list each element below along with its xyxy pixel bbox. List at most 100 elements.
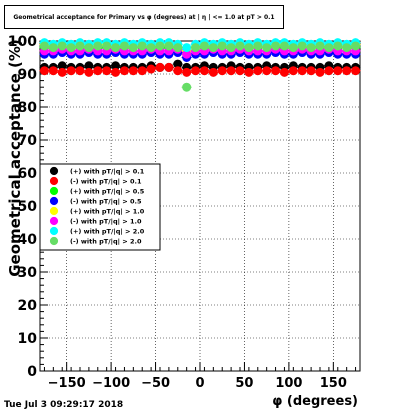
data-point [48, 43, 58, 53]
data-point [111, 67, 121, 77]
data-point [324, 43, 334, 53]
data-point [191, 66, 201, 76]
x-tick-label: 50 [235, 376, 253, 391]
data-point [279, 41, 289, 51]
y-tick-label: 30 [18, 265, 38, 281]
data-point [306, 43, 316, 53]
legend-label: (+) with pT/|q| > 1.0 [70, 208, 145, 217]
x-tick-label: 150 [320, 376, 347, 391]
data-point [111, 43, 121, 53]
data-point [271, 66, 281, 76]
data-point [128, 43, 138, 53]
data-point [244, 67, 254, 77]
data-point [182, 67, 192, 77]
data-point [333, 66, 343, 76]
data-point [119, 66, 129, 76]
legend-label: (+) with pT/|q| > 0.5 [70, 188, 145, 197]
data-point [297, 41, 307, 51]
legend-entry: (+) with pT/|q| > 1.0 [49, 206, 145, 217]
legend-marker [49, 206, 59, 216]
title-box: Geometrical acceptance for Primary vs φ … [4, 5, 284, 29]
y-tick-label: 0 [27, 364, 37, 380]
data-point [315, 41, 325, 51]
data-point [271, 41, 281, 51]
y-tick-label: 60 [18, 166, 38, 182]
data-point [306, 66, 316, 76]
data-point [217, 66, 227, 76]
y-tick-label: 50 [18, 199, 38, 215]
chart-title: Geometrical acceptance for Primary vs φ … [13, 14, 275, 21]
series-8 [39, 41, 361, 92]
data-point [57, 67, 67, 77]
legend-entry: (+) with pT/|q| > 0.1 [49, 166, 145, 177]
legend-entry: (-) with pT/|q| > 0.1 [49, 176, 142, 187]
data-point [253, 41, 263, 51]
data-point [297, 66, 307, 76]
legend: (+) with pT/|q| > 0.1(-) with pT/|q| > 0… [39, 163, 161, 251]
timestamp: Tue Jul 3 09:29:17 2018 [4, 400, 124, 410]
data-point [173, 66, 183, 76]
legend-marker [49, 226, 59, 236]
data-point [164, 62, 174, 72]
data-point [137, 41, 147, 51]
data-point [155, 41, 165, 51]
data-point [342, 66, 352, 76]
data-point [39, 66, 49, 76]
data-point [66, 43, 76, 53]
data-point [351, 41, 361, 51]
y-tick-label: 10 [18, 331, 38, 347]
data-point [93, 41, 103, 51]
x-axis-label: φ (degrees) [272, 394, 358, 409]
data-point [208, 67, 218, 77]
series-2 [39, 62, 361, 77]
axis-ticks: 0 10 20 30 40 50 60 70 80 90 100 −150 −100 −50 0 50 100 1… [8, 34, 357, 391]
data-point [226, 43, 236, 53]
data-point [128, 66, 138, 76]
legend-label: (-) with pT/|q| > 0.5 [70, 198, 142, 207]
data-point [173, 43, 183, 53]
data-point [342, 43, 352, 53]
data-point [146, 64, 156, 74]
data-point [199, 66, 209, 76]
data-point [75, 66, 85, 76]
x-tick-label: 0 [195, 376, 204, 391]
data-point [84, 43, 94, 53]
data-point [182, 82, 192, 92]
legend-label: (+) with pT/|q| > 2.0 [70, 228, 145, 237]
data-point [75, 41, 85, 51]
y-tick-label: 80 [18, 100, 38, 116]
data-points [39, 38, 361, 92]
x-tick-label: −50 [141, 376, 170, 391]
data-point [199, 41, 209, 51]
legend-box [39, 163, 161, 251]
data-point [66, 66, 76, 76]
data-point [351, 66, 361, 76]
data-point [288, 66, 298, 76]
data-point [102, 66, 112, 76]
x-tick-label: 100 [275, 376, 302, 391]
data-point [155, 62, 165, 72]
legend-entry: (+) with pT/|q| > 0.5 [49, 186, 145, 197]
data-point [288, 43, 298, 53]
data-point [39, 41, 49, 51]
data-point [102, 41, 112, 51]
legend-entry: (+) with pT/|q| > 2.0 [49, 226, 145, 237]
x-tick-label: −150 [48, 376, 86, 391]
legend-label: (+) with pT/|q| > 0.1 [70, 168, 145, 177]
data-point [137, 66, 147, 76]
data-point [235, 66, 245, 76]
legend-marker [49, 236, 59, 246]
legend-entry: (-) with pT/|q| > 1.0 [49, 216, 142, 227]
data-point [93, 66, 103, 76]
data-point [208, 43, 218, 53]
data-point [57, 41, 67, 51]
data-point [146, 43, 156, 53]
legend-marker [49, 196, 59, 206]
data-point [164, 41, 174, 51]
legend-marker [49, 176, 59, 186]
x-tick-label: −100 [92, 376, 130, 391]
data-point [279, 67, 289, 77]
legend-entry: (-) with pT/|q| > 0.5 [49, 196, 142, 207]
